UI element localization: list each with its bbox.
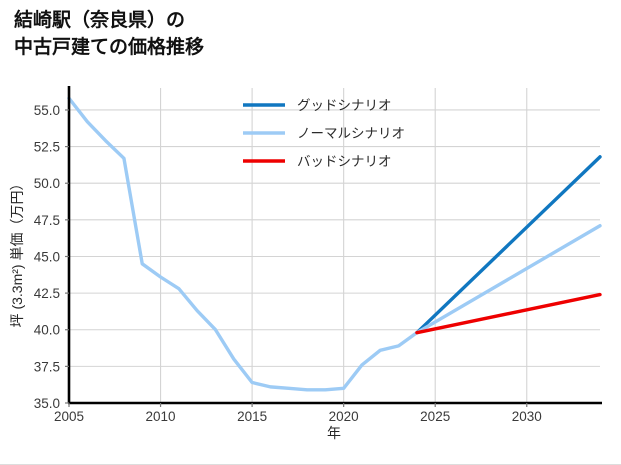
x-tick-label: 2020 xyxy=(329,409,359,424)
x-tick-label: 2025 xyxy=(420,409,450,424)
series-line xyxy=(415,155,602,335)
series-lines xyxy=(67,96,602,392)
legend-label[interactable]: グッドシナリオ xyxy=(297,98,392,113)
y-tick-label: 47.5 xyxy=(34,213,60,228)
x-tick-label: 2030 xyxy=(512,409,542,424)
legend-label[interactable]: ノーマルシナリオ xyxy=(297,126,405,141)
y-tick-label: 42.5 xyxy=(34,286,60,301)
x-tick-label: 2005 xyxy=(54,409,84,424)
x-gridlines xyxy=(160,88,528,403)
legend-label[interactable]: バッドシナリオ xyxy=(297,154,392,169)
x-tick-label: 2015 xyxy=(237,409,267,424)
axis-lines xyxy=(67,86,602,405)
page-title: 結崎駅（奈良県）の 中古戸建ての価格推移 xyxy=(14,10,205,58)
y-axis-tick-labels: 35.0 37.5 40.0 42.5 45.0 47.5 50.0 52.5 55.0 xyxy=(34,103,69,411)
x-axis-tick-labels: 2005 2010 2015 2020 2025 2030 xyxy=(54,403,542,424)
y-tick-label: 52.5 xyxy=(34,140,60,155)
series-line xyxy=(415,292,602,335)
y-tick-label: 45.0 xyxy=(34,249,60,264)
series-line xyxy=(67,96,602,392)
x-tick-label: 2010 xyxy=(146,409,176,424)
y-tick-label: 35.0 xyxy=(34,396,60,411)
y-tick-label: 37.5 xyxy=(34,359,60,374)
y-tick-label: 50.0 xyxy=(34,176,60,191)
y-tick-label: 55.0 xyxy=(34,103,60,118)
y-axis-label: 坪 (3.3m²) 単価（万円） xyxy=(9,177,25,328)
x-axis-label: 年 xyxy=(327,425,341,441)
y-tick-label: 40.0 xyxy=(34,323,60,338)
